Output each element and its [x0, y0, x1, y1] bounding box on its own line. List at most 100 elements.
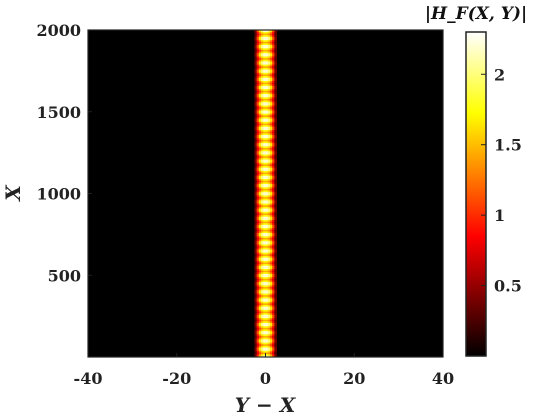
heatmap-cell: [254, 144, 257, 147]
heatmap-cell: [269, 330, 273, 333]
heatmap-cell: [254, 108, 257, 111]
heatmap-cell: [261, 147, 264, 150]
heatmap-cell: [258, 242, 262, 245]
heatmap-cell: [258, 175, 262, 178]
heatmap-cell: [258, 101, 262, 104]
heatmap-cell: [258, 219, 262, 222]
heatmap-cell: [254, 149, 257, 152]
heatmap-cell: [274, 57, 277, 60]
heatmap-cell: [269, 165, 273, 168]
heatmap-cell: [267, 168, 271, 171]
heatmap-cell: [263, 88, 266, 91]
heatmap-cell: [263, 353, 266, 356]
heatmap-cell: [265, 165, 269, 168]
heatmap-cell: [263, 164, 266, 166]
heatmap-cell: [261, 110, 264, 113]
heatmap-cell: [263, 322, 266, 325]
heatmap-cell: [261, 332, 264, 335]
heatmap-cell: [265, 87, 269, 90]
heatmap-cell: [274, 254, 277, 256]
heatmap-cell: [267, 173, 271, 176]
heatmap-cell: [267, 47, 271, 50]
heatmap-cell: [274, 278, 277, 281]
heatmap-cell: [269, 105, 273, 108]
heatmap-cell: [272, 321, 275, 323]
heatmap-cell: [256, 268, 260, 271]
heatmap-cell: [274, 329, 277, 332]
heatmap-cell: [267, 106, 271, 109]
heatmap-cell: [272, 325, 275, 328]
heatmap-cell: [274, 165, 277, 168]
heatmap-cell: [254, 126, 257, 129]
heatmap-cell: [272, 263, 275, 266]
heatmap-cell: [267, 239, 271, 242]
heatmap-cell: [254, 175, 257, 178]
heatmap-cell: [272, 260, 275, 263]
heatmap-cell: [269, 146, 273, 149]
heatmap-cell: [256, 239, 260, 242]
heatmap-cell: [258, 54, 262, 57]
heatmap-cell: [254, 218, 257, 220]
heatmap-cell: [254, 211, 257, 214]
heatmap-cell: [261, 70, 264, 73]
heatmap-cell: [254, 173, 257, 176]
heatmap-cell: [274, 160, 277, 163]
heatmap-cell: [265, 255, 269, 258]
heatmap-cell: [263, 345, 266, 348]
heatmap-cell: [256, 257, 260, 260]
heatmap-cell: [274, 221, 277, 224]
heatmap-cell: [261, 165, 264, 168]
heatmap-cell: [267, 321, 271, 323]
heatmap-cell: [265, 157, 269, 160]
heatmap-cell: [272, 221, 275, 224]
x-tick-label: -20: [162, 369, 191, 388]
heatmap-cell: [267, 327, 271, 330]
heatmap-cell: [263, 61, 266, 63]
heatmap-cell: [256, 101, 260, 104]
heatmap-cell: [258, 178, 262, 181]
heatmap-cell: [258, 291, 262, 294]
heatmap-cell: [261, 275, 264, 278]
heatmap-cell: [272, 170, 275, 173]
heatmap-cell: [261, 67, 264, 70]
heatmap-cell: [267, 244, 271, 247]
heatmap-cell: [274, 193, 277, 196]
heatmap-cell: [254, 134, 257, 137]
heatmap-cell: [256, 85, 260, 88]
heatmap-cell: [263, 49, 266, 52]
heatmap-cell: [261, 353, 264, 356]
heatmap-cell: [254, 306, 257, 309]
heatmap-cell: [254, 191, 257, 194]
heatmap-cell: [256, 262, 260, 265]
heatmap-cell: [265, 123, 269, 126]
heatmap-cell: [269, 116, 273, 119]
heatmap-cell: [258, 316, 262, 319]
heatmap-cell: [263, 193, 266, 196]
heatmap-cell: [256, 278, 260, 281]
heatmap-cell: [256, 218, 260, 220]
heatmap-cell: [267, 307, 271, 310]
heatmap-cell: [274, 244, 277, 247]
heatmap-cell: [272, 155, 275, 158]
heatmap-cell: [267, 52, 271, 55]
heatmap-cell: [265, 347, 269, 350]
heatmap-cell: [256, 293, 260, 296]
heatmap-cell: [258, 44, 262, 47]
heatmap-cell: [258, 260, 262, 263]
heatmap-cell: [258, 129, 262, 132]
heatmap-cell: [272, 61, 275, 63]
heatmap-cell: [269, 59, 273, 62]
heatmap-cell: [258, 314, 262, 317]
heatmap-cell: [263, 350, 266, 353]
heatmap-cell: [258, 276, 262, 279]
heatmap-cell: [274, 203, 277, 206]
heatmap-cell: [265, 280, 269, 283]
heatmap-cell: [261, 103, 264, 106]
heatmap-cell: [261, 293, 264, 296]
heatmap-cell: [267, 276, 271, 279]
heatmap-cell: [258, 74, 262, 77]
heatmap-cell: [267, 36, 271, 39]
heatmap-cell: [267, 350, 271, 353]
heatmap-cell: [256, 204, 260, 207]
heatmap-cell: [256, 157, 260, 160]
